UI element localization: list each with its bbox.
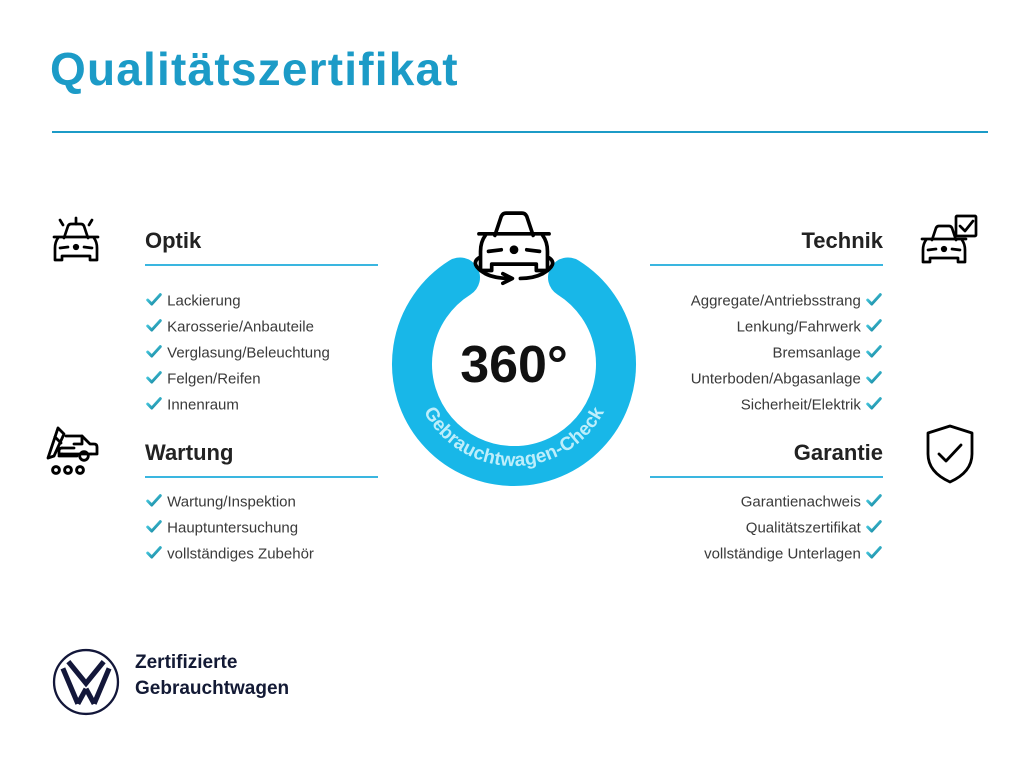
svg-text:360°: 360° [460,336,568,394]
